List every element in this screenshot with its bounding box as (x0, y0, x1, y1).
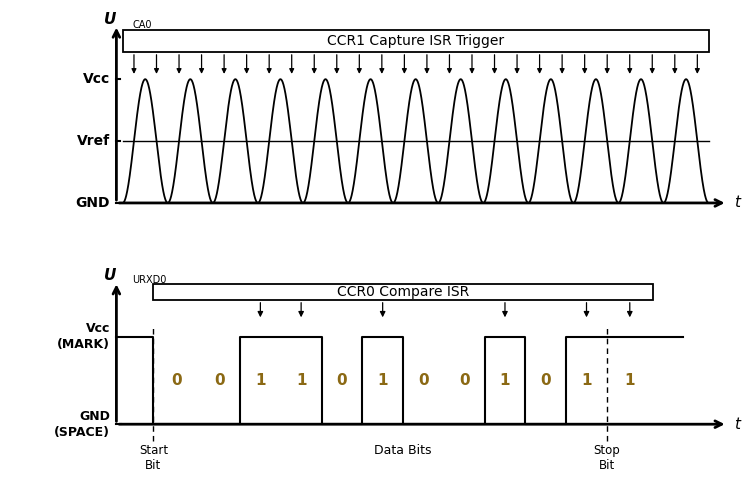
Text: 1: 1 (500, 373, 510, 388)
Text: 0: 0 (459, 373, 470, 388)
Bar (123, 30, 709, 52)
Text: URXD0: URXD0 (132, 275, 166, 285)
Text: GND
(SPACE): GND (SPACE) (54, 410, 110, 439)
Text: 1: 1 (377, 373, 388, 388)
Text: t: t (734, 417, 740, 432)
Text: U: U (104, 12, 116, 27)
Text: CA0: CA0 (132, 20, 152, 30)
Text: t: t (734, 196, 740, 210)
Text: Vref: Vref (77, 134, 110, 148)
Text: Data Bits: Data Bits (374, 445, 432, 457)
Text: CCR1 Capture ISR Trigger: CCR1 Capture ISR Trigger (327, 34, 504, 48)
Text: 0: 0 (541, 373, 551, 388)
Text: Stop
Bit: Stop Bit (593, 445, 620, 472)
Text: 1: 1 (625, 373, 635, 388)
Text: 1: 1 (255, 373, 266, 388)
Text: 0: 0 (171, 373, 182, 388)
Text: 0: 0 (418, 373, 429, 388)
Text: 0: 0 (337, 373, 347, 388)
Text: GND: GND (76, 196, 110, 210)
Text: CCR0 Compare ISR: CCR0 Compare ISR (337, 285, 470, 299)
Text: 1: 1 (581, 373, 592, 388)
Text: 0: 0 (214, 373, 225, 388)
Text: Vcc: Vcc (82, 72, 110, 86)
Text: Vcc
(MARK): Vcc (MARK) (57, 322, 110, 351)
Text: 1: 1 (296, 373, 307, 388)
Text: Start
Bit: Start Bit (139, 445, 168, 472)
Text: U: U (104, 268, 116, 283)
Bar (154, 284, 652, 300)
